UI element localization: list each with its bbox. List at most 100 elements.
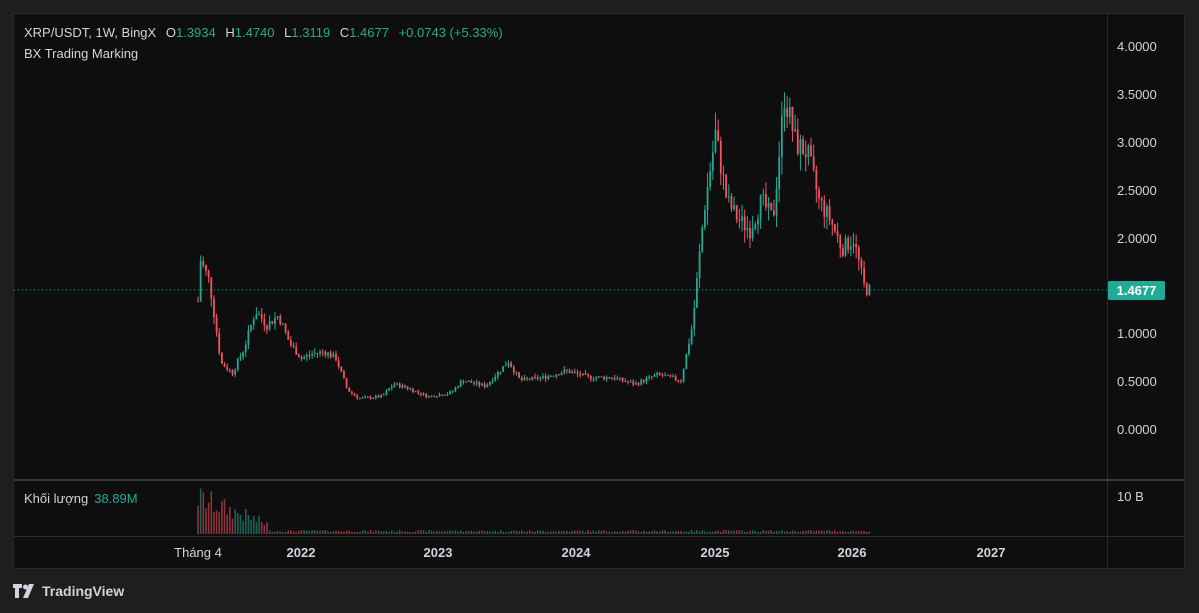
candle <box>459 378 462 388</box>
candle <box>741 204 743 232</box>
volume-bar <box>757 531 759 534</box>
symbol-label[interactable]: XRP/USDT, 1W, BingX <box>24 25 157 40</box>
volume-bar <box>287 530 290 534</box>
volume-bar <box>444 531 446 534</box>
volume-bar <box>539 530 542 534</box>
candle <box>412 387 414 394</box>
candle <box>518 372 521 379</box>
candle <box>576 369 579 377</box>
candle <box>666 374 669 376</box>
volume-bar <box>621 530 624 534</box>
candle <box>345 377 348 389</box>
volume-bar <box>425 531 428 534</box>
price-tick: 2.5000 <box>1117 183 1157 198</box>
candle <box>786 96 789 128</box>
volume-bar <box>348 530 351 534</box>
volume-bar <box>738 530 741 534</box>
candle <box>234 368 237 378</box>
price-tick: 0.5000 <box>1117 374 1157 389</box>
volume-bar <box>489 531 491 534</box>
volume-bar <box>319 530 321 534</box>
volume-bar <box>775 530 778 534</box>
volume-bar <box>544 531 547 534</box>
candle <box>616 375 619 381</box>
volume-bar <box>213 511 215 534</box>
volume-bar <box>470 530 473 534</box>
volume-bar <box>398 530 401 534</box>
candle <box>351 390 353 396</box>
volume-bar <box>210 491 213 534</box>
volume-bar <box>372 531 374 534</box>
volume-bar <box>552 531 555 534</box>
chart-frame[interactable]: XRP/USDT, 1W, BingX O1.3934 H1.4740 L1.3… <box>13 13 1185 569</box>
candle <box>319 349 321 357</box>
time-tick: 2023 <box>423 545 453 560</box>
volume-label[interactable]: Khối lượng <box>24 491 89 506</box>
candle <box>443 394 446 397</box>
candle <box>624 378 627 383</box>
volume-bar <box>507 531 510 534</box>
candle <box>717 119 720 142</box>
candle <box>611 377 613 381</box>
candle <box>260 308 263 323</box>
candle <box>396 382 398 386</box>
candlestick-chart[interactable] <box>14 14 1186 570</box>
change-value: +0.0743 (+5.33%) <box>398 25 503 40</box>
candle <box>207 269 210 283</box>
candle <box>502 366 505 372</box>
volume-value: 38.89M <box>94 491 138 506</box>
low-value: 1.3119 <box>291 25 331 40</box>
volume-bar <box>218 512 221 534</box>
volume-bar <box>340 531 343 534</box>
volume-bar <box>751 530 754 534</box>
pane-divider[interactable] <box>14 479 1184 481</box>
volume-bar <box>584 531 587 534</box>
candle <box>820 196 823 212</box>
volume-bar <box>430 530 433 534</box>
volume-bar <box>576 530 579 534</box>
open-value: 1.3934 <box>175 25 216 40</box>
volume-bar <box>818 530 820 534</box>
volume-bar <box>290 530 292 534</box>
brand-name[interactable]: TradingView <box>42 583 125 599</box>
symbol-header: XRP/USDT, 1W, BingX O1.3934 H1.4740 L1.3… <box>24 25 503 40</box>
indicator-label[interactable]: BX Trading Marking <box>24 46 139 61</box>
volume-bar <box>234 509 236 534</box>
volume-bar <box>199 488 202 534</box>
volume-bar <box>390 530 393 534</box>
volume-bar <box>473 531 475 534</box>
candle <box>223 362 226 368</box>
volume-bar <box>250 519 252 534</box>
volume-bar <box>651 531 653 534</box>
candle <box>361 396 364 399</box>
volume-bar <box>786 530 788 534</box>
volume-bar <box>640 531 642 534</box>
candle <box>512 364 515 376</box>
volume-bar <box>725 530 727 534</box>
candle <box>226 363 229 372</box>
candle <box>653 373 656 378</box>
volume-bar <box>526 531 528 534</box>
candle <box>701 224 704 253</box>
volume-bar <box>207 502 210 534</box>
volume-bar <box>547 531 550 534</box>
volume-bar <box>475 531 478 534</box>
candle <box>749 220 751 249</box>
candle <box>295 342 298 356</box>
candle <box>547 374 550 381</box>
volume-bar <box>781 530 783 534</box>
candle <box>329 350 332 359</box>
candle <box>536 374 539 381</box>
candle <box>550 374 552 377</box>
candle <box>682 368 685 383</box>
volume-bar <box>855 531 857 534</box>
candle <box>481 382 483 387</box>
volume-bar <box>520 530 523 534</box>
candle <box>802 135 804 155</box>
candle <box>441 394 444 396</box>
volume-axis-tick: 10 B <box>1117 489 1144 504</box>
volume-bar <box>847 531 849 534</box>
candle <box>292 342 295 349</box>
candle <box>534 373 536 380</box>
tradingview-logo-icon[interactable] <box>13 584 37 598</box>
